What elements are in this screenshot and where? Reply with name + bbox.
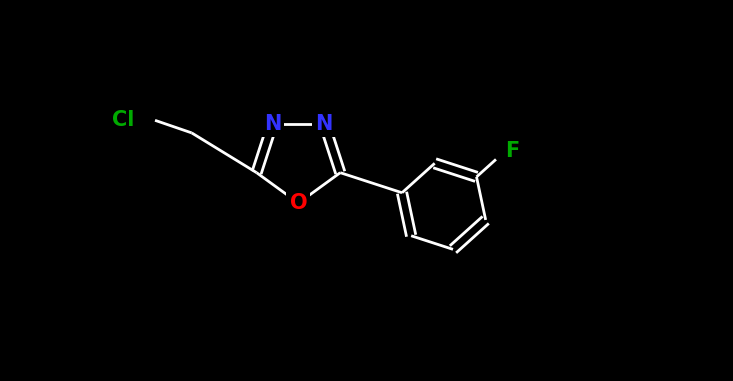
Text: O: O: [290, 193, 307, 213]
Text: Cl: Cl: [111, 110, 134, 130]
Text: F: F: [505, 141, 520, 161]
Text: N: N: [264, 114, 281, 133]
Text: N: N: [316, 114, 333, 133]
